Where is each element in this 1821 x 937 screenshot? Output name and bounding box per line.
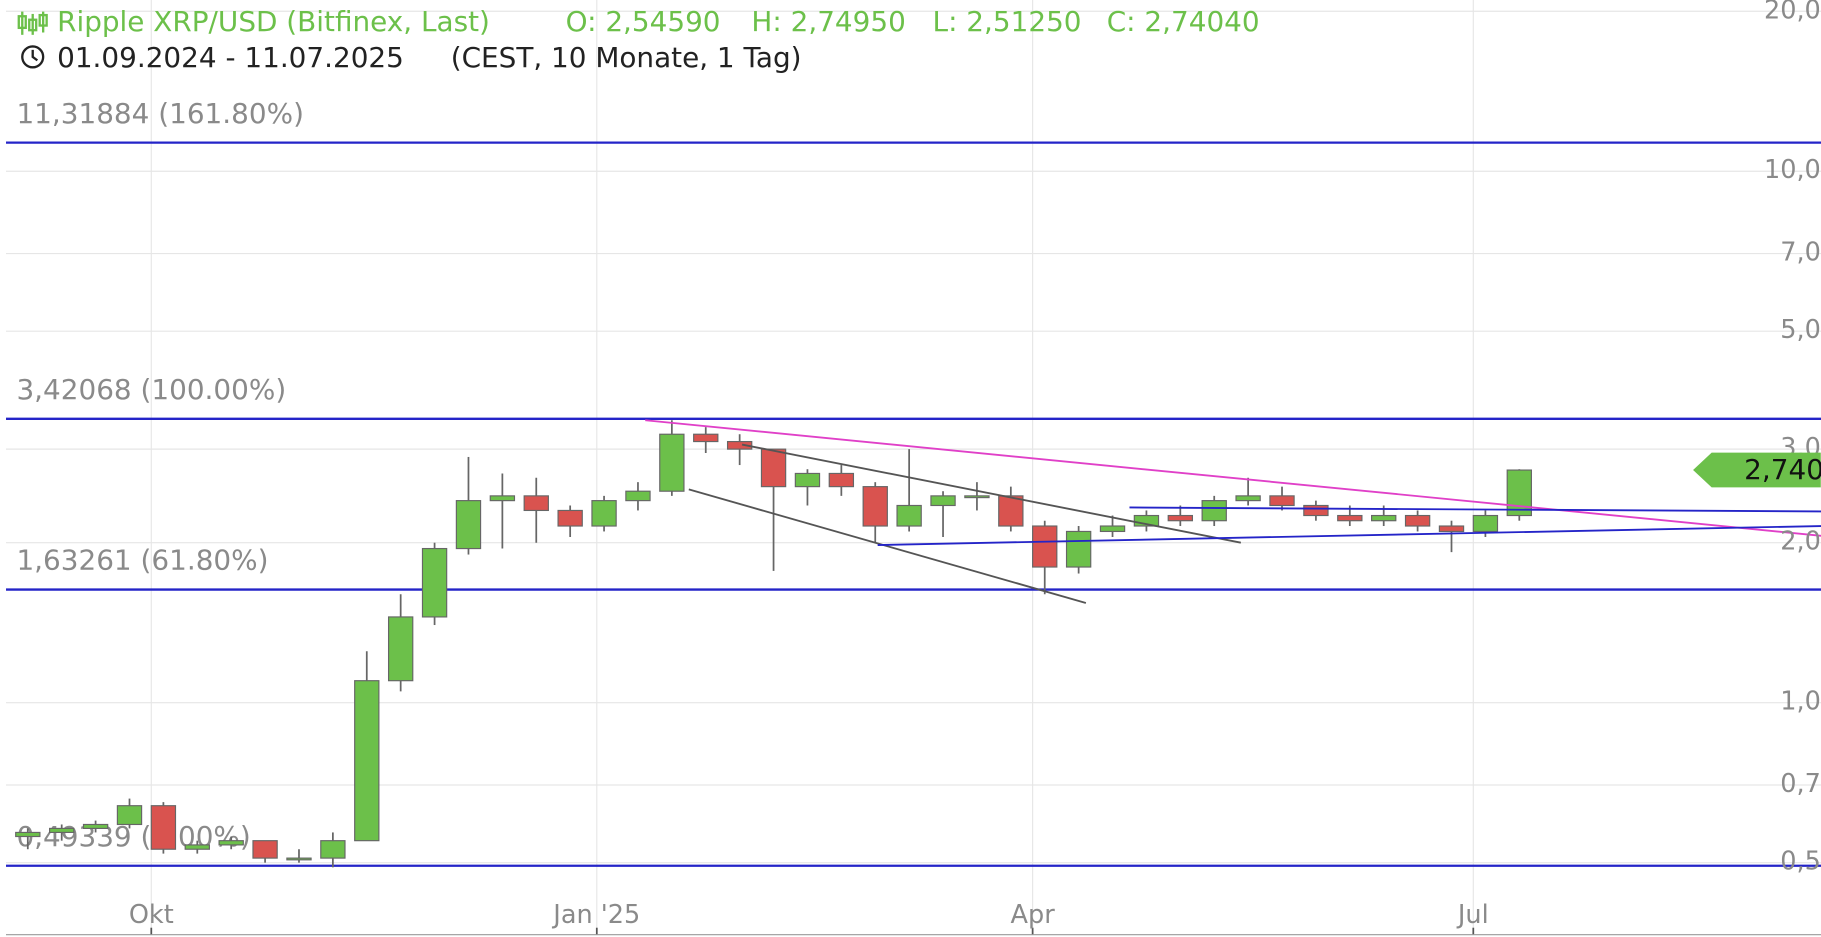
candle-body — [1303, 504, 1329, 517]
candle-body — [760, 448, 787, 488]
candle-body — [1438, 525, 1465, 533]
clock-icon — [21, 45, 45, 69]
x-tick-label: Apr — [1011, 900, 1056, 930]
trend-line — [741, 443, 1242, 544]
candle-body — [693, 433, 719, 443]
candle-body — [455, 500, 482, 550]
candle-body — [252, 840, 278, 859]
fib-label: 11,31884 (161.80%) — [16, 97, 303, 130]
candle-icon — [17, 11, 48, 35]
candle-body — [1337, 514, 1363, 522]
y-tick-label: 10,000 — [1764, 155, 1821, 185]
candle-body — [387, 616, 414, 682]
candle-body — [726, 440, 753, 450]
candle-body — [218, 840, 244, 846]
trend-line — [877, 525, 1821, 546]
trend-line — [688, 488, 1087, 604]
candle-body — [421, 547, 448, 618]
candle-body — [1133, 514, 1160, 527]
candle-body — [15, 831, 41, 838]
ohlc-low: L: 2,51250 — [933, 5, 1082, 38]
candle-body — [1506, 469, 1532, 517]
x-tick-label: Okt — [129, 900, 174, 930]
y-tick-label: 20,000 — [1764, 0, 1821, 25]
candle-body — [1201, 500, 1227, 522]
candle-body — [489, 495, 516, 502]
candle-body — [320, 840, 346, 859]
y-tick-label: 1,000 — [1780, 687, 1821, 717]
candle-body — [1167, 514, 1194, 522]
candle-body — [998, 495, 1024, 527]
candle-body — [354, 680, 380, 842]
candle-body — [49, 827, 75, 834]
date-range: 01.09.2024 - 11.07.2025 — [57, 41, 404, 74]
y-tick-label: 2,000 — [1780, 527, 1821, 557]
candle-body — [794, 472, 821, 488]
candle-body — [591, 500, 617, 527]
candle-body — [1472, 514, 1499, 533]
candle-body — [116, 805, 143, 826]
candle-body — [1371, 514, 1397, 522]
candle-body — [1235, 495, 1261, 502]
candle-body — [82, 823, 109, 829]
candle-body — [862, 486, 888, 527]
candle-body — [184, 844, 210, 850]
trend-line — [1129, 506, 1821, 513]
candle-body — [1065, 530, 1092, 568]
candle-body — [896, 504, 922, 527]
candle-body — [557, 509, 583, 527]
y-tick-label: 7,000 — [1780, 238, 1821, 268]
candle-body — [1099, 525, 1126, 533]
y-tick-label: 0,700 — [1780, 769, 1821, 799]
y-tick-label: 5,000 — [1780, 315, 1821, 345]
candle-body — [625, 490, 651, 502]
ohlc-high: H: 2,74950 — [751, 5, 905, 38]
chart-title: Ripple XRP/USD (Bitfinex, Last) — [57, 5, 490, 38]
candle-body — [930, 495, 956, 507]
trend-line — [645, 419, 1821, 537]
price-tag — [1693, 452, 1821, 488]
fib-label: 0,49339 (0.00%) — [16, 820, 250, 853]
candle-body — [523, 495, 549, 512]
x-tick-label: Jul — [1456, 900, 1489, 930]
y-tick-label: 0,500 — [1780, 847, 1821, 877]
range-info: (CEST, 10 Monate, 1 Tag) — [451, 41, 802, 74]
price-tag-label: 2,740 — [1744, 453, 1821, 486]
candle-body — [659, 433, 685, 492]
fib-label: 3,42068 (100.00%) — [16, 373, 286, 406]
ohlc-close: C: 2,74040 — [1107, 5, 1260, 38]
candle-body — [964, 495, 990, 499]
fib-label: 1,63261 (61.80%) — [16, 544, 268, 577]
plot: 11,31884 (161.80%) 3,42068 (100.00%) 1,632… — [6, 0, 1821, 936]
candle-body — [1032, 525, 1058, 568]
ohlc-open: O: 2,54590 — [566, 5, 721, 38]
candle-body — [1269, 495, 1295, 507]
candle-body — [150, 805, 177, 850]
candle-body — [828, 472, 855, 488]
candle-body — [1404, 514, 1431, 527]
x-tick-label: Jan '25 — [551, 900, 640, 930]
candle-body — [286, 857, 312, 861]
